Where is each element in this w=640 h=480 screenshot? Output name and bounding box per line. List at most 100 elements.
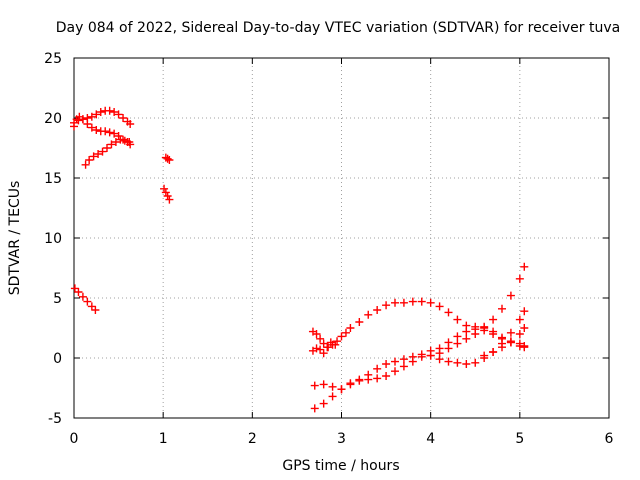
data-point — [165, 195, 174, 204]
data-point — [364, 310, 373, 319]
data-point — [515, 330, 524, 338]
data-point — [337, 332, 346, 341]
data-point — [520, 324, 529, 332]
data-point — [107, 140, 116, 149]
y-tick-label: 20 — [44, 111, 62, 127]
data-point — [506, 328, 515, 337]
data-point — [391, 367, 399, 376]
x-tick-label: 3 — [337, 431, 346, 447]
data-point — [333, 337, 342, 346]
data-point — [391, 298, 399, 307]
data-point — [78, 115, 87, 124]
data-point — [110, 129, 119, 138]
data-point — [126, 120, 135, 128]
data-point — [471, 358, 480, 367]
data-point — [382, 360, 391, 368]
data-point — [489, 348, 498, 356]
data-point — [87, 112, 96, 121]
data-point — [399, 298, 408, 307]
data-point — [87, 302, 96, 311]
series-track-k — [426, 262, 529, 360]
data-point — [453, 339, 462, 348]
data-point — [312, 344, 321, 353]
data-point — [444, 308, 453, 317]
y-tick-label: -5 — [48, 411, 62, 427]
data-point — [114, 132, 123, 140]
data-point — [462, 334, 471, 343]
series-track-g — [308, 297, 529, 352]
data-point — [316, 345, 325, 354]
data-point — [382, 372, 391, 380]
data-point — [110, 108, 119, 116]
data-point — [453, 358, 462, 367]
data-point — [310, 381, 319, 390]
data-point — [515, 339, 524, 348]
y-tick-label: 0 — [53, 351, 62, 367]
data-point — [310, 404, 319, 413]
x-tick-label: 5 — [515, 431, 524, 447]
data-point — [506, 337, 515, 346]
y-tick-label: 5 — [53, 291, 62, 307]
y-axis-label: SDTVAR / TECUs — [7, 181, 23, 296]
data-point — [391, 357, 399, 366]
x-tick-label: 1 — [159, 431, 168, 447]
axis-ticks: 0 1 2 3 4 5 6 -5 0 5 10 15 20 25 — [44, 51, 613, 447]
data-point — [417, 352, 426, 361]
data-point — [98, 147, 107, 156]
data-point — [364, 375, 373, 384]
data-point — [105, 106, 114, 115]
data-point — [444, 357, 453, 366]
data-point — [462, 327, 471, 336]
data-point — [435, 302, 444, 311]
data-point — [331, 340, 340, 349]
data-point — [408, 357, 417, 366]
data-point — [489, 315, 498, 324]
data-point — [161, 188, 170, 197]
data-point — [435, 349, 444, 358]
data-point — [70, 284, 79, 293]
data-point — [83, 120, 92, 128]
data-point — [165, 156, 174, 164]
data-point — [480, 324, 489, 332]
data-point — [520, 307, 529, 316]
data-point — [119, 114, 128, 122]
data-point — [399, 362, 408, 371]
data-point — [312, 330, 321, 338]
data-point — [326, 338, 335, 347]
data-point — [91, 306, 100, 314]
data-point — [399, 355, 408, 364]
data-point — [319, 380, 328, 389]
data-point — [163, 192, 172, 200]
data-point — [111, 138, 120, 146]
data-point — [520, 262, 529, 271]
data-point — [515, 274, 524, 283]
data-point — [346, 324, 355, 332]
data-point — [453, 332, 462, 341]
data-point — [337, 385, 346, 394]
x-axis-label: GPS time / hours — [282, 458, 399, 474]
data-point — [101, 127, 110, 136]
data-point — [426, 351, 435, 360]
y-tick-label: 25 — [44, 51, 62, 67]
data-point — [85, 156, 94, 164]
data-point — [417, 297, 426, 306]
data-point — [114, 110, 123, 119]
data-point — [120, 136, 129, 145]
data-point — [163, 154, 172, 163]
data-point — [83, 297, 92, 306]
data-point — [94, 150, 103, 158]
data-point — [89, 152, 98, 161]
data-point — [426, 298, 435, 307]
grid — [74, 58, 609, 418]
data-point — [319, 349, 328, 358]
data-point — [515, 315, 524, 324]
data-point — [125, 138, 134, 146]
data-point — [520, 342, 529, 350]
data-point — [328, 382, 337, 391]
data-point — [506, 291, 515, 300]
data-point — [480, 351, 489, 360]
x-tick-label: 6 — [605, 431, 614, 447]
data-point — [355, 318, 364, 326]
data-point — [498, 304, 506, 313]
